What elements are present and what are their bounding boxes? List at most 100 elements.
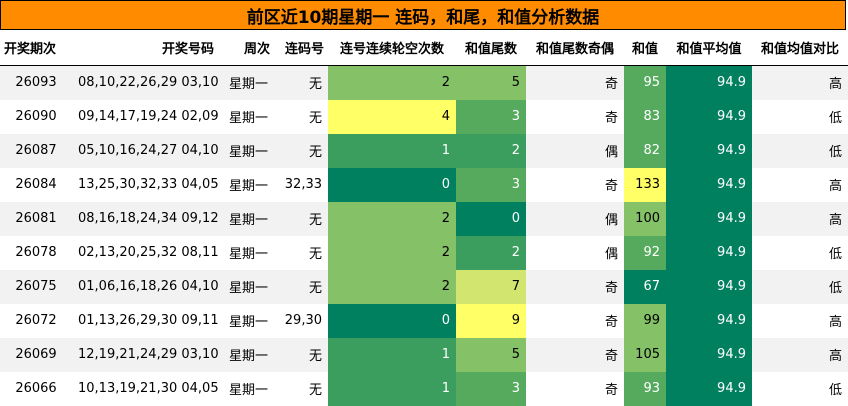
header-week: 周次 (218, 30, 274, 66)
cell-consec: 29,30 (274, 303, 328, 338)
cell-week: 星期一 (218, 337, 274, 372)
cell-gap: 2 (328, 235, 456, 270)
cell-numbers: 01,06,16,18,26 04,10 (72, 269, 218, 304)
header-row: 开奖期次 开奖号码 周次 连码号 连号连续轮空次数 和值尾数 和值尾数奇偶 和值… (0, 30, 848, 66)
header-sum: 和值 (624, 30, 666, 66)
cell-sum: 99 (624, 303, 666, 338)
cell-sum: 92 (624, 235, 666, 270)
cell-numbers: 08,10,22,26,29 03,10 (72, 65, 218, 100)
cell-issue: 26090 (0, 99, 72, 134)
table-body: 26093 08,10,22,26,29 03,10 星期一无 2 5 奇 95 94.9 高 2… (0, 65, 848, 406)
cell-numbers: 13,25,30,32,33 04,05 (72, 167, 218, 202)
cell-issue: 26072 (0, 303, 72, 338)
cell-issue: 26066 (0, 371, 72, 406)
cell-parity: 偶 (526, 201, 624, 236)
header-issue: 开奖期次 (0, 30, 72, 66)
cell-tail: 2 (456, 133, 526, 168)
table-row: 26087 05,10,16,24,27 04,10 星期一无 1 2 偶 82 94.9 低 (0, 133, 848, 168)
cell-avg: 94.9 (666, 201, 752, 236)
cell-sum: 67 (624, 269, 666, 304)
cell-consec: 无 (274, 269, 328, 304)
header-cmp: 和值均值对比 (752, 30, 848, 66)
cell-consec: 32,33 (274, 167, 328, 202)
cell-tail: 3 (456, 167, 526, 202)
cell-week: 星期一 (218, 99, 274, 134)
table-row: 26066 10,13,19,21,30 04,05 星期一无 1 3 奇 93 94.9 低 (0, 371, 848, 406)
cell-tail: 9 (456, 303, 526, 338)
cell-cmp: 低 (752, 133, 848, 168)
cell-numbers: 10,13,19,21,30 04,05 (72, 371, 218, 406)
cell-avg: 94.9 (666, 337, 752, 372)
cell-week: 星期一 (218, 65, 274, 100)
cell-tail: 7 (456, 269, 526, 304)
cell-cmp: 低 (752, 371, 848, 406)
table-row: 26075 01,06,16,18,26 04,10 星期一无 2 7 奇 67 94.9 低 (0, 269, 848, 304)
cell-issue: 26069 (0, 337, 72, 372)
cell-parity: 奇 (526, 269, 624, 304)
header-consec: 连码号 (274, 30, 328, 66)
cell-parity: 奇 (526, 371, 624, 406)
cell-cmp: 低 (752, 269, 848, 304)
cell-sum: 82 (624, 133, 666, 168)
cell-parity: 奇 (526, 337, 624, 372)
data-table: 开奖期次 开奖号码 周次 连码号 连号连续轮空次数 和值尾数 和值尾数奇偶 和值… (0, 30, 848, 406)
cell-parity: 奇 (526, 99, 624, 134)
cell-sum: 95 (624, 65, 666, 100)
cell-week: 星期一 (218, 303, 274, 338)
cell-issue: 26081 (0, 201, 72, 236)
cell-avg: 94.9 (666, 371, 752, 406)
cell-numbers: 09,14,17,19,24 02,09 (72, 99, 218, 134)
cell-tail: 2 (456, 235, 526, 270)
cell-gap: 4 (328, 99, 456, 134)
cell-sum: 133 (624, 167, 666, 202)
table-row: 26093 08,10,22,26,29 03,10 星期一无 2 5 奇 95 94.9 高 (0, 65, 848, 100)
cell-consec: 无 (274, 201, 328, 236)
cell-gap: 2 (328, 65, 456, 100)
cell-consec: 无 (274, 99, 328, 134)
header-parity: 和值尾数奇偶 (526, 30, 624, 66)
cell-parity: 奇 (526, 303, 624, 338)
cell-gap: 2 (328, 269, 456, 304)
cell-week: 星期一 (218, 371, 274, 406)
cell-parity: 偶 (526, 133, 624, 168)
cell-cmp: 低 (752, 235, 848, 270)
cell-gap: 1 (328, 371, 456, 406)
cell-avg: 94.9 (666, 65, 752, 100)
table-row: 26078 02,13,20,25,32 08,11 星期一无 2 2 偶 92 94.9 低 (0, 235, 848, 270)
header-tail: 和值尾数 (456, 30, 526, 66)
cell-issue: 26078 (0, 235, 72, 270)
cell-avg: 94.9 (666, 133, 752, 168)
cell-tail: 5 (456, 65, 526, 100)
table-row: 26081 08,16,18,24,34 09,12 星期一无 2 0 偶 100 94.9 高 (0, 201, 848, 236)
cell-week: 星期一 (218, 269, 274, 304)
cell-sum: 100 (624, 201, 666, 236)
cell-avg: 94.9 (666, 303, 752, 338)
cell-tail: 0 (456, 201, 526, 236)
cell-avg: 94.9 (666, 269, 752, 304)
cell-tail: 3 (456, 371, 526, 406)
cell-sum: 93 (624, 371, 666, 406)
cell-numbers: 01,13,26,29,30 09,11 (72, 303, 218, 338)
cell-consec: 无 (274, 235, 328, 270)
cell-numbers: 08,16,18,24,34 09,12 (72, 201, 218, 236)
cell-gap: 0 (328, 303, 456, 338)
cell-parity: 偶 (526, 235, 624, 270)
cell-consec: 无 (274, 337, 328, 372)
table-row: 26069 12,19,21,24,29 03,10 星期一无 1 5 奇 105 94.9 高 (0, 337, 848, 372)
cell-consec: 无 (274, 65, 328, 100)
cell-cmp: 高 (752, 337, 848, 372)
cell-cmp: 高 (752, 167, 848, 202)
cell-cmp: 低 (752, 99, 848, 134)
cell-consec: 无 (274, 371, 328, 406)
cell-cmp: 高 (752, 201, 848, 236)
cell-gap: 2 (328, 201, 456, 236)
cell-tail: 3 (456, 99, 526, 134)
cell-tail: 5 (456, 337, 526, 372)
cell-gap: 1 (328, 337, 456, 372)
cell-numbers: 12,19,21,24,29 03,10 (72, 337, 218, 372)
header-numbers: 开奖号码 (72, 30, 218, 66)
cell-week: 星期一 (218, 201, 274, 236)
cell-issue: 26087 (0, 133, 72, 168)
cell-parity: 奇 (526, 65, 624, 100)
header-avg: 和值平均值 (666, 30, 752, 66)
